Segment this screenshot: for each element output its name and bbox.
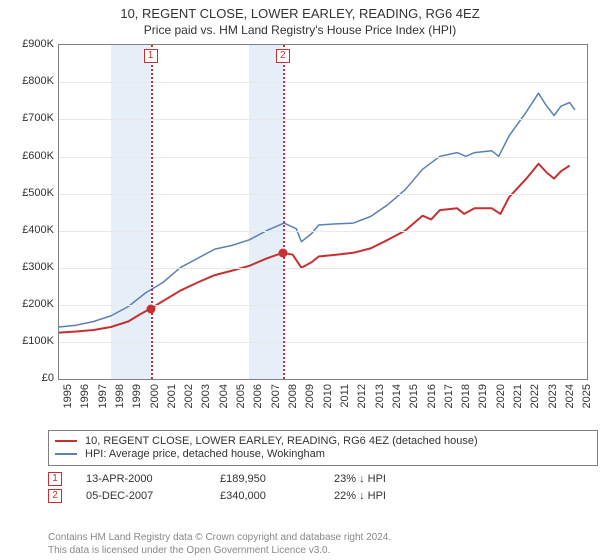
legend-label: HPI: Average price, detached house, Woki… (85, 448, 325, 460)
x-axis-label: 2018 (460, 384, 472, 424)
y-axis-label: £0 (10, 372, 54, 384)
annotation-marker: 2 (48, 489, 62, 503)
chart-area: 12 £0£100K£200K£300K£400K£500K£600K£700K… (10, 44, 590, 424)
annotation-rows: 1 13-APR-2000 £189,950 23% ↓ HPI 2 05-DEC-200… (48, 472, 598, 503)
legend-box: 10, REGENT CLOSE, LOWER EARLEY, READING,… (48, 430, 598, 466)
x-axis-label: 2017 (443, 384, 455, 424)
y-axis-label: £800K (10, 75, 54, 87)
legend-item: 10, REGENT CLOSE, LOWER EARLEY, READING,… (55, 435, 591, 447)
gridline-h (59, 119, 587, 120)
footer: Contains HM Land Registry data © Crown c… (48, 532, 596, 557)
x-axis-label: 2012 (356, 384, 368, 424)
gridline-h (59, 157, 587, 158)
gridline-h (59, 305, 587, 306)
y-axis-label: £400K (10, 224, 54, 236)
annotation-price: £189,950 (220, 473, 310, 485)
gridline-h (59, 82, 587, 83)
x-axis-label: 2008 (287, 384, 299, 424)
x-axis-label: 2020 (495, 384, 507, 424)
legend-label: 10, REGENT CLOSE, LOWER EARLEY, READING,… (85, 435, 478, 447)
gridline-h (59, 194, 587, 195)
x-axis-label: 2004 (218, 384, 230, 424)
x-axis-label: 2009 (304, 384, 316, 424)
series-line-price_paid (59, 164, 570, 333)
y-axis-label: £200K (10, 298, 54, 310)
y-axis-label: £900K (10, 38, 54, 50)
x-axis-label: 1999 (131, 384, 143, 424)
series-svg (59, 45, 587, 379)
footer-line-1: Contains HM Land Registry data © Crown c… (48, 532, 596, 545)
series-point-marker (278, 249, 287, 258)
x-axis-label: 2025 (581, 384, 593, 424)
gridline-h (59, 342, 587, 343)
gridline-h (59, 268, 587, 269)
annotation-row: 2 05-DEC-2007 £340,000 22% ↓ HPI (48, 489, 598, 503)
chart-title: 10, REGENT CLOSE, LOWER EARLEY, READING,… (10, 6, 590, 22)
x-axis-label: 2003 (200, 384, 212, 424)
y-axis-label: £700K (10, 112, 54, 124)
series-line-hpi (59, 93, 575, 327)
legend-swatch (55, 453, 77, 455)
annotation-marker: 1 (48, 472, 62, 486)
x-axis-label: 2006 (252, 384, 264, 424)
x-axis-label: 2005 (235, 384, 247, 424)
x-axis-label: 2023 (547, 384, 559, 424)
x-axis-label: 2011 (339, 384, 351, 424)
legend-swatch (55, 440, 77, 442)
x-axis-label: 2021 (512, 384, 524, 424)
series-point-marker (146, 304, 155, 313)
x-axis-label: 1997 (97, 384, 109, 424)
chart-subtitle: Price paid vs. HM Land Registry's House … (10, 23, 590, 38)
event-marker-box: 1 (144, 49, 158, 63)
title-block: 10, REGENT CLOSE, LOWER EARLEY, READING,… (10, 6, 590, 38)
y-axis-label: £100K (10, 335, 54, 347)
chart-container: 10, REGENT CLOSE, LOWER EARLEY, READING,… (0, 0, 600, 560)
x-axis-label: 2015 (408, 384, 420, 424)
x-axis-label: 2002 (183, 384, 195, 424)
x-axis-label: 2001 (166, 384, 178, 424)
x-axis-label: 2007 (270, 384, 282, 424)
legend-and-annotations: 10, REGENT CLOSE, LOWER EARLEY, READING,… (48, 430, 598, 506)
annotation-price: £340,000 (220, 490, 310, 502)
x-axis-label: 2016 (426, 384, 438, 424)
legend-item: HPI: Average price, detached house, Woki… (55, 448, 591, 460)
x-axis-label: 2014 (391, 384, 403, 424)
annotation-date: 05-DEC-2007 (86, 490, 196, 502)
x-axis-label: 2000 (149, 384, 161, 424)
x-axis-label: 1995 (62, 384, 74, 424)
x-axis-label: 2010 (322, 384, 334, 424)
annotation-row: 1 13-APR-2000 £189,950 23% ↓ HPI (48, 472, 598, 486)
y-axis-label: £600K (10, 150, 54, 162)
x-axis-label: 1996 (79, 384, 91, 424)
event-marker-box: 2 (276, 49, 290, 63)
x-axis-label: 2024 (564, 384, 576, 424)
annotation-delta: 23% ↓ HPI (334, 473, 414, 485)
gridline-h (59, 231, 587, 232)
event-line (151, 45, 153, 379)
annotation-delta: 22% ↓ HPI (334, 490, 414, 502)
x-axis-label: 2013 (374, 384, 386, 424)
x-axis-label: 2022 (529, 384, 541, 424)
y-axis-label: £500K (10, 187, 54, 199)
x-axis-label: 2019 (477, 384, 489, 424)
x-axis-label: 1998 (114, 384, 126, 424)
footer-line-2: This data is licensed under the Open Gov… (48, 545, 596, 558)
annotation-date: 13-APR-2000 (86, 473, 196, 485)
plot-area: 12 (58, 44, 588, 380)
y-axis-label: £300K (10, 261, 54, 273)
event-line (283, 45, 285, 379)
